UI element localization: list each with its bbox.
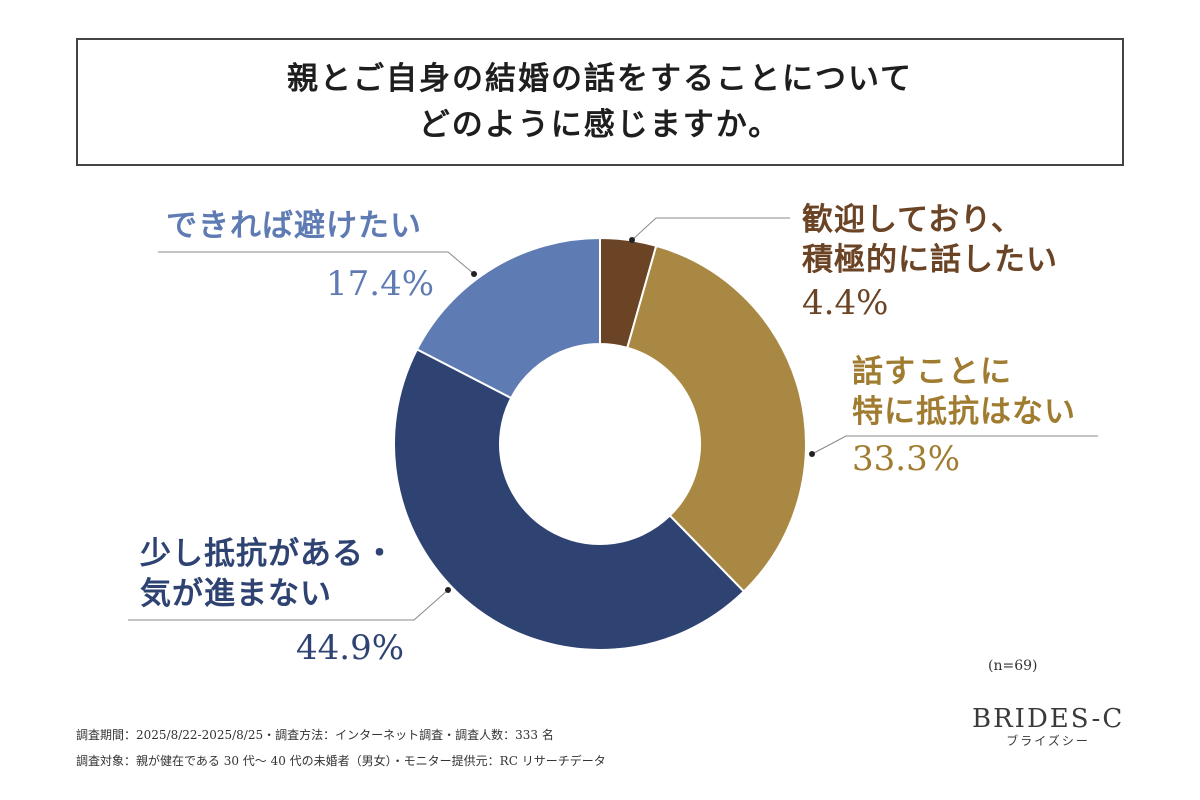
slice-some-resistance bbox=[393, 347, 746, 651]
footer-target-info: 調査対象：親が健在である 30 代〜 40 代の未婚者（男女）・モニター提供元：… bbox=[76, 754, 606, 768]
leader-some-resistance bbox=[128, 589, 449, 621]
label-no-resistance-line-2: 特に抵抗はない bbox=[852, 394, 1076, 431]
label-welcome-line-2: 積極的に話したい bbox=[802, 242, 1058, 279]
chart-title-line-2: どのように感じますか。 bbox=[418, 107, 782, 143]
leader-avoid-dot bbox=[471, 271, 477, 277]
brand-name: BRIDES-C bbox=[972, 704, 1125, 734]
leader-welcome-dot bbox=[629, 237, 635, 243]
brand-logo: BRIDES-C ブライズシー bbox=[972, 704, 1124, 749]
leader-no-resistance-dot bbox=[809, 451, 815, 457]
title-box: 親とご自身の結婚の話をすることについて どのように感じますか。 bbox=[76, 38, 1124, 166]
leader-some-resistance-dot bbox=[445, 587, 451, 593]
leader-no-resistance bbox=[811, 435, 1098, 455]
label-welcome-line-1: 歓迎しており、 bbox=[802, 202, 1023, 238]
footer-survey-info: 調査期間：2025/8/22-2025/8/25・調査方法：インターネット調査・… bbox=[76, 728, 554, 742]
label-no-resistance: 話すことに 特に抵抗はない 33.3% bbox=[852, 352, 1076, 481]
sample-size: (n=69) bbox=[988, 658, 1038, 674]
brand-kana: ブライズシー bbox=[1006, 734, 1090, 748]
slice-no-resistance bbox=[626, 244, 807, 593]
chart-title-line-1: 親とご自身の結婚の話をすることについて bbox=[286, 60, 914, 97]
label-no-resistance-value: 33.3% bbox=[852, 438, 961, 479]
label-avoid-value: 17.4% bbox=[326, 264, 435, 304]
label-some-resistance-value: 44.9% bbox=[296, 628, 405, 668]
label-some-resistance-line-1: 少し抵抗がある・ bbox=[140, 536, 396, 572]
slice-avoid bbox=[415, 236, 601, 400]
label-welcome-value: 4.4% bbox=[802, 282, 889, 323]
label-some-resistance: 少し抵抗がある・ 気が進まない bbox=[140, 534, 396, 615]
label-some-resistance-line-2: 気が進まない bbox=[140, 576, 332, 613]
label-avoid-text: できれば避けたい bbox=[166, 208, 422, 244]
label-no-resistance-line-1: 話すことに bbox=[852, 354, 1012, 390]
leader-welcome bbox=[631, 217, 790, 241]
leader-avoid bbox=[158, 251, 475, 275]
footer: 調査期間：2025/8/22-2025/8/25・調査方法：インターネット調査・… bbox=[76, 722, 606, 774]
label-welcome: 歓迎しており、 積極的に話したい 4.4% bbox=[802, 200, 1058, 325]
